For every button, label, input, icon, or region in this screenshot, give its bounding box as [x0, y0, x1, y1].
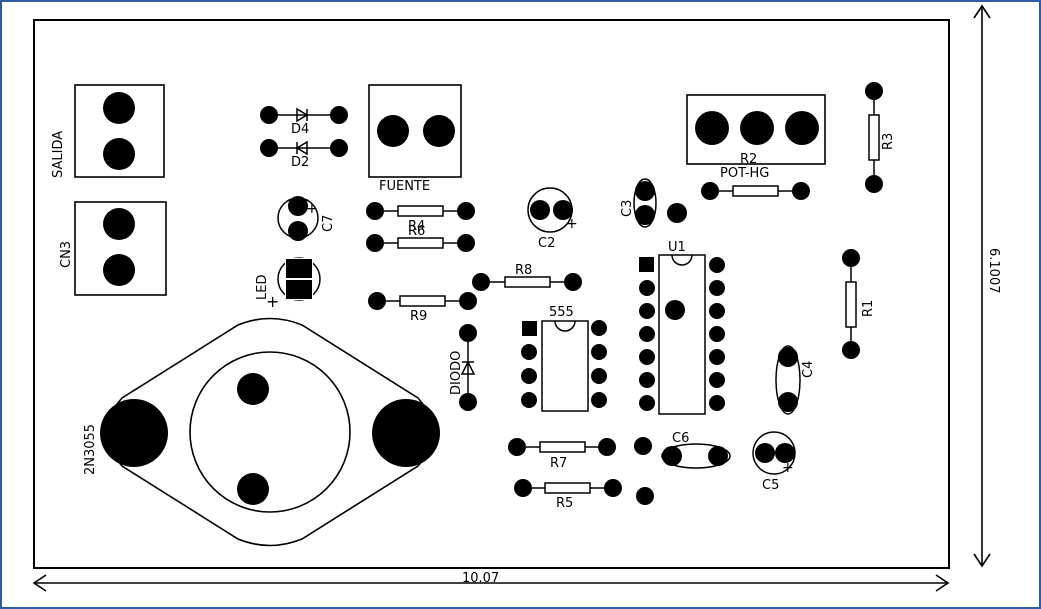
- width-dimension-label: 10.07: [462, 571, 499, 586]
- d2-diode: [260, 139, 348, 157]
- led-label: LED: [255, 275, 270, 300]
- d4-diode: [260, 106, 348, 124]
- r1-resistor: [842, 249, 860, 359]
- c7-plus: +: [306, 201, 318, 217]
- c5-capacitor: [752, 431, 796, 475]
- d2-label: D2: [291, 155, 309, 170]
- r3-label: R3: [881, 133, 896, 150]
- c6-label: C6: [672, 431, 689, 446]
- r9-label: R9: [410, 309, 427, 324]
- diodo-label: DIODO: [449, 351, 464, 395]
- c2-plus: +: [566, 216, 578, 232]
- ic-555-label: 555: [549, 305, 574, 320]
- r5-resistor: [514, 479, 622, 497]
- r2-potentiometer: [686, 94, 826, 165]
- u1-label: U1: [668, 240, 686, 255]
- cn3-connector: [74, 201, 167, 296]
- c2-capacitor: [527, 187, 573, 233]
- r6-resistor: [366, 234, 475, 252]
- c7-capacitor: [277, 196, 319, 241]
- salida-label: SALIDA: [51, 131, 66, 178]
- diodo-diode: [459, 324, 477, 411]
- c5-plus: +: [782, 460, 794, 476]
- 2n3055-label: 2N3055: [83, 424, 98, 475]
- 2n3055-transistor: [100, 317, 440, 547]
- r2-label: R2: [740, 152, 757, 167]
- width-dimension: [32, 574, 950, 592]
- pot-hg-resistor: [701, 182, 810, 200]
- c4-capacitor: [775, 345, 801, 415]
- extra-pad: [636, 487, 654, 505]
- c3-label: C3: [620, 200, 635, 217]
- c5-label: C5: [762, 478, 779, 493]
- c3-capacitor: [633, 178, 687, 228]
- height-dimension-label: 6.1007: [986, 248, 1001, 294]
- r3-resistor: [865, 82, 883, 193]
- cn3-label: CN3: [59, 241, 74, 268]
- r8-label: R8: [515, 263, 532, 278]
- r7-resistor: [508, 438, 616, 456]
- r6-label: R6: [408, 224, 425, 239]
- r7-label: R7: [550, 456, 567, 471]
- fuente-label: FUENTE: [379, 179, 430, 194]
- c4-label: C4: [801, 361, 816, 378]
- c6-capacitor: [634, 437, 731, 469]
- led: [277, 257, 321, 301]
- r1-label: R1: [861, 300, 876, 317]
- c7-label: C7: [321, 215, 336, 232]
- u1-ic: [639, 254, 725, 415]
- board-outline: [33, 19, 950, 569]
- r8-resistor: [472, 273, 582, 291]
- fuente-connector: [368, 84, 462, 178]
- ic-555: [521, 320, 607, 412]
- salida-connector: [74, 84, 165, 178]
- r9-resistor: [368, 292, 477, 310]
- led-plus: +: [266, 292, 279, 311]
- d4-label: D4: [291, 122, 309, 137]
- r4-label: R4: [408, 219, 425, 234]
- c2-label: C2: [538, 236, 555, 251]
- r4-resistor: [366, 202, 475, 220]
- height-dimension: [973, 4, 991, 568]
- r5-label: R5: [556, 496, 573, 511]
- pot-label: POT-HG: [720, 166, 769, 181]
